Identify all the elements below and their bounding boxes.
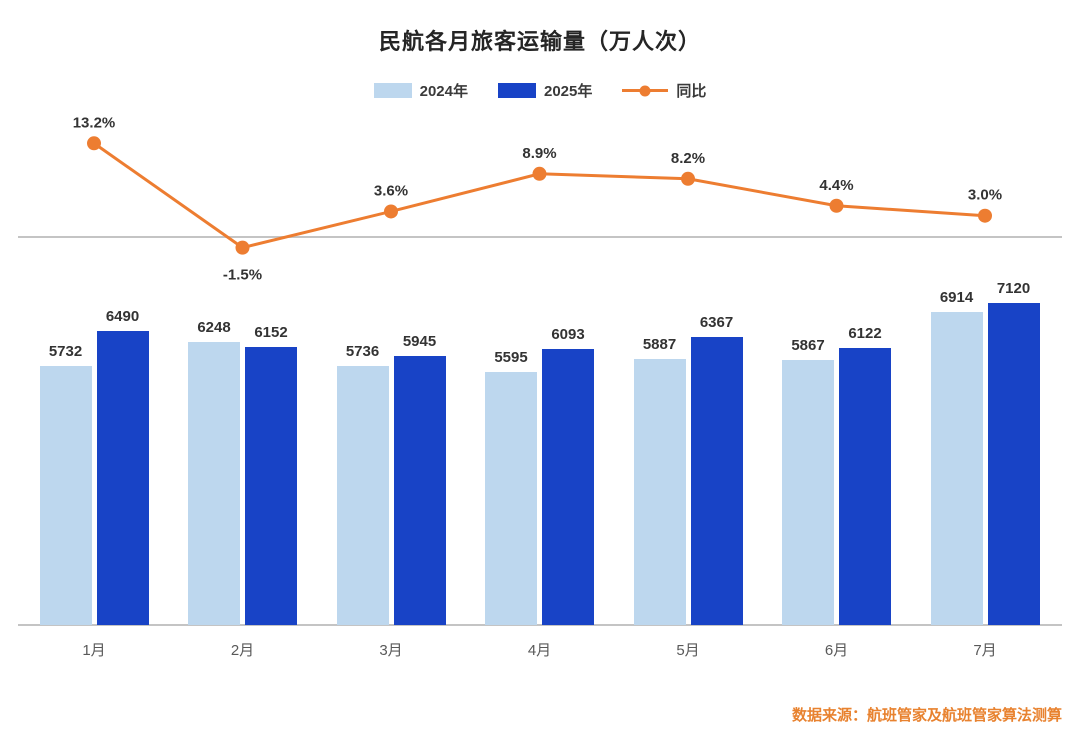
bar-value-label: 7120 <box>996 280 1031 297</box>
yoy-point <box>384 204 398 219</box>
yoy-value-label: 13.2% <box>73 114 116 131</box>
chart-title: 民航各月旅客运输量（万人次） <box>378 29 701 54</box>
legend-line-dot-icon <box>622 85 669 96</box>
category-label: 5月 <box>676 642 700 659</box>
yoy-value-label: 8.9% <box>522 145 556 162</box>
bar-2024年-1月 <box>39 366 92 625</box>
bar-2025年-4月 <box>542 349 594 625</box>
yoy-value-label: 3.6% <box>374 182 408 199</box>
legend-swatch-2024-icon <box>373 83 412 98</box>
legend-item-2025: 2025年 <box>497 80 593 101</box>
bar-value-label: 5732 <box>48 343 83 360</box>
bar-2024年-7月 <box>930 312 983 625</box>
bar-2024年-2月 <box>188 342 240 625</box>
yoy-value-label: 8.2% <box>671 150 705 167</box>
category-label: 4月 <box>527 642 552 659</box>
bar-2025年-7月 <box>987 303 1040 625</box>
bar-2024年-3月 <box>336 366 389 625</box>
bar-value-label: 6367 <box>699 314 734 331</box>
bar-value-label: 6122 <box>848 325 882 342</box>
yoy-value-label: -1.5% <box>223 267 262 284</box>
bar-2025年-6月 <box>839 348 891 625</box>
bar-value-label: 6248 <box>197 319 231 336</box>
bar-2025年-3月 <box>393 356 446 625</box>
legend-label-yoy: 同比 <box>676 83 707 100</box>
data-source: 数据来源：航班管家及航班管家算法测算 <box>791 707 1062 724</box>
category-label: 2月 <box>230 642 255 659</box>
bar-value-label: 6914 <box>939 289 974 306</box>
yoy-point <box>532 166 547 181</box>
category-label: 6月 <box>824 642 849 659</box>
yoy-value-label: 3.0% <box>968 187 1002 204</box>
legend-item-yoy: 同比 <box>622 80 706 101</box>
bar-value-label: 5867 <box>791 337 825 354</box>
bar-2024年-6月 <box>782 360 834 625</box>
category-label: 3月 <box>379 642 403 659</box>
bar-2024年-4月 <box>485 372 537 625</box>
category-label: 7月 <box>973 642 997 659</box>
yoy-point <box>235 240 250 255</box>
bar-value-label: 6093 <box>551 326 585 343</box>
bar-value-label: 6152 <box>254 324 288 341</box>
bar-value-label: 5887 <box>642 336 677 353</box>
legend-label-2024: 2024年 <box>419 83 468 100</box>
yoy-point <box>87 136 101 151</box>
yoy-value-label: 4.4% <box>819 177 853 194</box>
category-label: 1月 <box>82 642 106 659</box>
yoy-point <box>978 208 992 223</box>
legend-swatch-2025-icon <box>497 83 536 98</box>
yoy-point <box>681 171 695 186</box>
yoy-line <box>93 142 986 250</box>
bar-2025年-5月 <box>690 337 743 625</box>
legend-label-2025: 2025年 <box>543 83 593 100</box>
bar-2025年-1月 <box>96 331 149 625</box>
bar-2024年-5月 <box>633 359 686 625</box>
legend-item-2024: 2024年 <box>373 80 468 101</box>
yoy-point <box>829 198 844 213</box>
bar-value-label: 6490 <box>105 308 140 325</box>
bar-value-label: 5595 <box>494 349 528 366</box>
bar-value-label: 5945 <box>402 333 437 350</box>
chart-legend: 2024年 2025年 同比 <box>0 80 1080 101</box>
bar-value-label: 5736 <box>345 343 380 360</box>
bar-2025年-2月 <box>245 347 297 625</box>
